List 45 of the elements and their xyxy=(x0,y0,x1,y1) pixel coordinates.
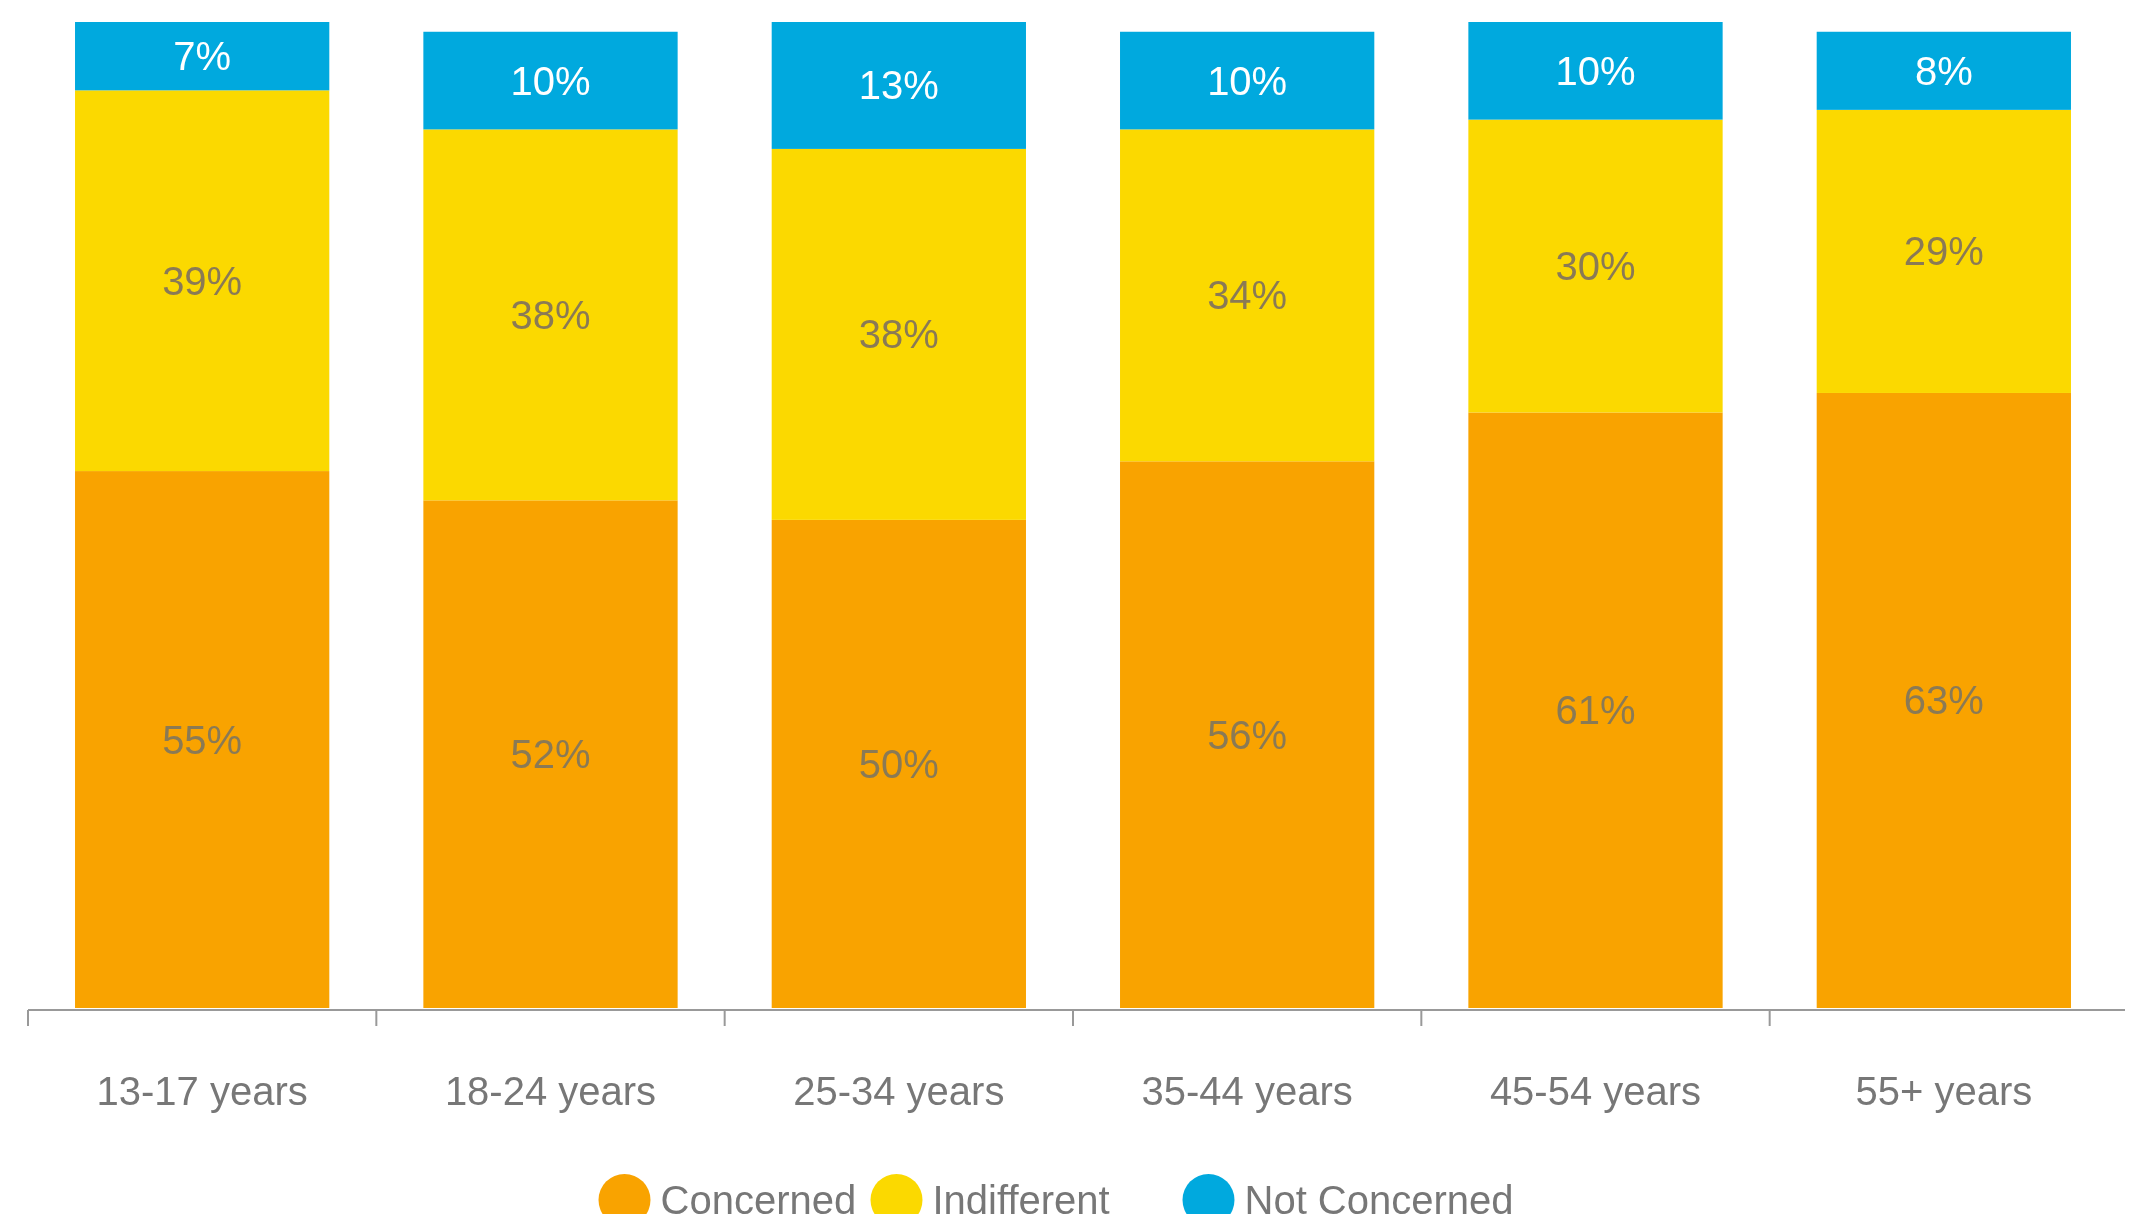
bar xyxy=(423,129,678,501)
data-label: 7% xyxy=(173,34,232,79)
data-label: 30% xyxy=(1555,244,1636,289)
data-label: 29% xyxy=(1903,229,1984,274)
bar xyxy=(1468,119,1723,413)
bar xyxy=(1120,461,1375,1008)
data-label: 55% xyxy=(162,717,243,762)
data-label: 13% xyxy=(858,63,939,108)
legend-label: Concerned xyxy=(660,1178,857,1222)
legend-label: Not Concerned xyxy=(1244,1178,1514,1222)
bar xyxy=(1120,129,1375,462)
x-tick-label: 13-17 years xyxy=(96,1069,308,1113)
data-label: 10% xyxy=(1555,48,1636,93)
data-label: 39% xyxy=(162,258,243,303)
data-label: 10% xyxy=(510,58,591,103)
bar xyxy=(771,519,1026,1008)
bar xyxy=(1120,31,1375,130)
data-label: 8% xyxy=(1914,48,1973,93)
x-tick-label: 25-34 years xyxy=(793,1069,1005,1113)
bar xyxy=(1468,22,1723,120)
bar xyxy=(1816,31,2071,110)
data-label: 34% xyxy=(1207,273,1288,318)
bar xyxy=(1468,412,1723,1008)
x-tick-label: 35-44 years xyxy=(1141,1069,1353,1113)
data-label: 56% xyxy=(1207,712,1288,757)
x-tick-label: 18-24 years xyxy=(444,1069,657,1113)
data-label: 61% xyxy=(1555,688,1636,733)
bar xyxy=(1816,392,2071,1008)
bar xyxy=(771,148,1026,520)
data-label: 52% xyxy=(510,732,591,777)
bar xyxy=(75,90,330,472)
bar xyxy=(75,471,330,1008)
data-label: 10% xyxy=(1207,58,1288,103)
x-tick-label: 55+ years xyxy=(1855,1069,2033,1113)
legend-label: Indifferent xyxy=(932,1178,1110,1222)
bar xyxy=(771,22,1026,149)
data-label: 38% xyxy=(510,292,591,337)
bar xyxy=(1816,109,2071,393)
data-label: 50% xyxy=(858,741,939,786)
data-label: 38% xyxy=(858,312,939,357)
data-label: 63% xyxy=(1903,678,1984,723)
bar xyxy=(423,31,678,130)
bar xyxy=(75,22,330,91)
x-tick-label: 45-54 years xyxy=(1489,1069,1702,1113)
bar xyxy=(423,500,678,1008)
